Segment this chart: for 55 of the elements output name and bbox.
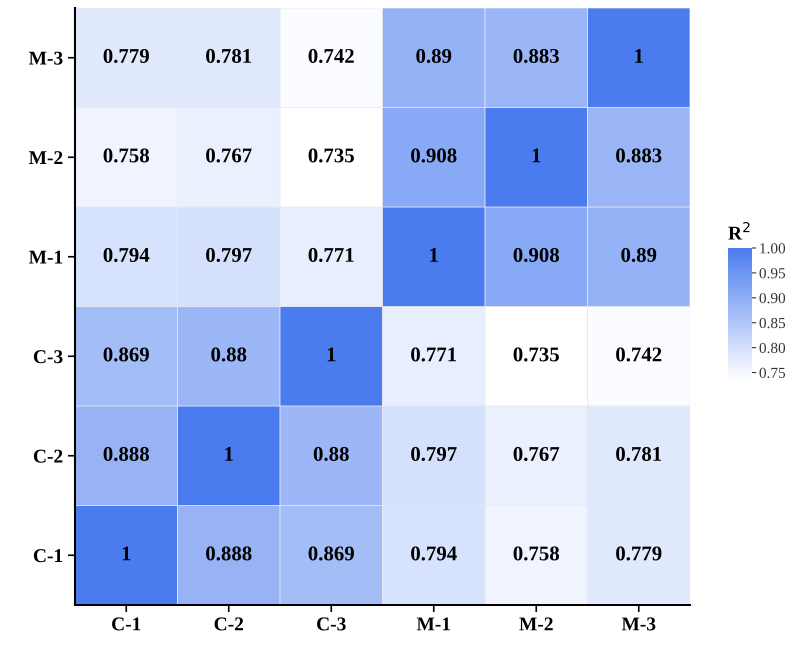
data-label: 0.735: [308, 148, 354, 163]
data-label: 0.781: [616, 446, 662, 462]
data-label: 0.883: [616, 148, 662, 163]
data-label: 0.869: [104, 347, 149, 362]
data-label: 1: [532, 148, 540, 162]
x-tick-label: C-1: [112, 617, 140, 630]
data-label: 1: [225, 447, 233, 461]
x-tick-label: C-3: [317, 617, 346, 630]
y-tick-label: C-1: [34, 549, 62, 562]
data-label: 0.779: [104, 48, 149, 64]
color-bar-label: 0.75: [760, 368, 786, 378]
data-label: 0.742: [308, 48, 354, 64]
color-bar-title: R$^{2}$: [728, 222, 750, 240]
y-tick-label: C-3: [34, 350, 63, 364]
data-label: 0.869: [308, 546, 354, 561]
y-tick-label: M-2: [28, 151, 62, 164]
data-label: 0.779: [616, 546, 662, 561]
x-tick-label: M-1: [416, 617, 450, 630]
data-label: 0.908: [411, 148, 456, 163]
data-label: 0.908: [514, 248, 559, 262]
color-bar-label: 1.00: [760, 243, 786, 254]
data-label: 0.767: [514, 446, 560, 462]
data-label: 0.88: [314, 446, 349, 462]
data-label: 0.758: [514, 546, 559, 561]
data-label: 0.888: [104, 446, 149, 462]
y-tick-label: M-3: [28, 52, 63, 65]
data-label: 0.767: [206, 148, 252, 163]
x-tick-label: C-2: [214, 617, 244, 630]
data-label: 0.735: [514, 347, 559, 362]
data-label: 0.89: [416, 48, 452, 64]
data-label: 0.797: [411, 446, 457, 462]
y-tick-label: C-2: [34, 450, 62, 463]
data-label: 0.797: [206, 248, 252, 262]
data-label: 0.758: [104, 148, 149, 163]
color-bar-label: 0.95: [760, 268, 786, 278]
data-label: 0.771: [411, 347, 456, 362]
data-label: 1: [328, 348, 336, 362]
color-bar-label: 0.85: [760, 318, 786, 328]
data-label: 0.883: [514, 48, 559, 64]
data-label: 0.888: [206, 546, 252, 561]
color-bar-label: 0.80: [760, 342, 786, 354]
data-label: 0.742: [616, 347, 662, 362]
data-label: 0.88: [211, 347, 246, 362]
data-label: 0.781: [206, 48, 252, 64]
color-bar-label: 0.90: [760, 292, 786, 304]
x-tick-label: M-2: [519, 617, 553, 630]
y-tick-label: M-1: [28, 250, 62, 264]
x-tick-label: M-3: [622, 617, 656, 630]
data-label: 0.771: [308, 248, 354, 262]
data-label: 1: [430, 248, 438, 262]
data-label: 0.794: [104, 248, 150, 262]
data-label: 1: [122, 546, 130, 560]
data-label: 0.794: [411, 546, 457, 561]
data-label: 0.89: [621, 248, 656, 262]
data-label: 1: [635, 49, 643, 63]
